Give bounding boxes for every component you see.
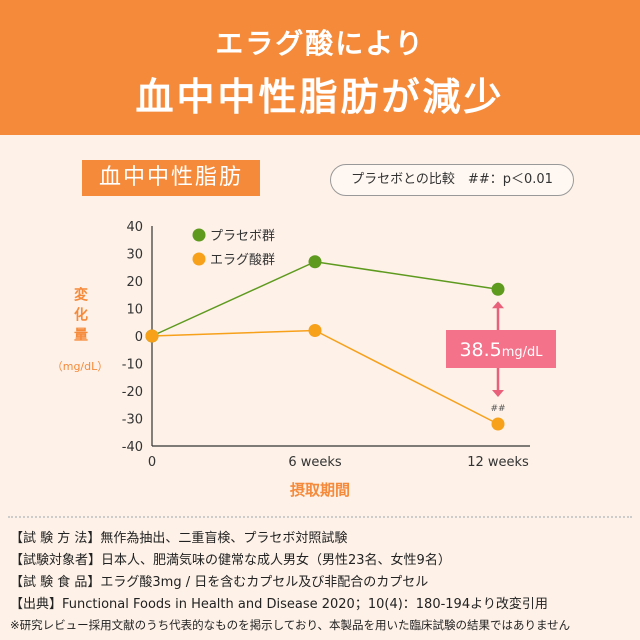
- chart-title-badge: 血中中性脂肪: [82, 160, 260, 196]
- y-tick-label: 20: [126, 275, 143, 290]
- x-axis-label: 摂取期間: [290, 481, 350, 499]
- legend-marker: [192, 252, 206, 266]
- x-tick-label: 0: [148, 455, 156, 470]
- y-axis-unit: （mg/dL）: [52, 360, 109, 373]
- x-tick-label: 6 weeks: [288, 455, 342, 470]
- header-title: 血中中性脂肪が減少: [135, 75, 505, 119]
- y-tick-label: 40: [126, 220, 143, 235]
- data-point: [491, 282, 505, 296]
- legend-label: エラグ酸群: [210, 253, 275, 268]
- footer-line: 【試 験 方 法】無作為抽出、二重盲検、プラセボ対照試験: [10, 531, 348, 546]
- header-banner: エラグ酸により 血中中性脂肪が減少: [0, 0, 640, 135]
- disclaimer: ※研究レビュー採用文献のうち代表的なものを掲示しており、本製品を用いた臨床試験の…: [10, 618, 571, 632]
- legend-label: プラセボ群: [210, 229, 275, 244]
- data-point: [308, 324, 322, 337]
- y-tick-label: -20: [122, 385, 143, 400]
- header-subtitle: エラグ酸により: [215, 27, 425, 60]
- significance-mark: ##: [490, 404, 505, 414]
- footer-line: 【出典】Functional Foods in Health and Disea…: [10, 597, 548, 612]
- y-axis-label: 変化量: [72, 287, 88, 347]
- data-point: [491, 417, 505, 431]
- series-line-0: [151, 260, 499, 337]
- footer-line: 【試 験 食 品】エラグ酸3mg / 日を含むカプセル及び非配合のカプセル: [10, 575, 429, 590]
- data-point: [308, 255, 322, 269]
- legend-marker: [192, 228, 206, 242]
- footer-line: 【試験対象者】日本人、肥満気味の健常な成人男女（男性23名、女性9名）: [10, 553, 451, 568]
- line-chart: 40 30 20 10 0 -10 -20 -30 -40 0 6 weeks 12 weeks 摂取期…: [52, 220, 556, 499]
- y-tick-label: 0: [135, 330, 143, 345]
- arrow-head-up: [492, 301, 504, 309]
- arrow-head-down: [492, 390, 504, 397]
- y-tick-label: -30: [122, 413, 143, 428]
- difference-label: 38.5mg/dL: [459, 339, 543, 361]
- significance-note: プラセボとの比較 ##：p＜0.01: [330, 164, 574, 196]
- y-tick-label: 30: [126, 248, 143, 263]
- y-tick-label: 10: [126, 303, 143, 318]
- data-point: [145, 329, 159, 343]
- difference-box: [446, 330, 556, 368]
- y-tick-label: -10: [122, 358, 143, 373]
- divider: [8, 516, 632, 518]
- y-tick-label: -40: [122, 440, 143, 455]
- x-tick-label: 12 weeks: [467, 455, 529, 470]
